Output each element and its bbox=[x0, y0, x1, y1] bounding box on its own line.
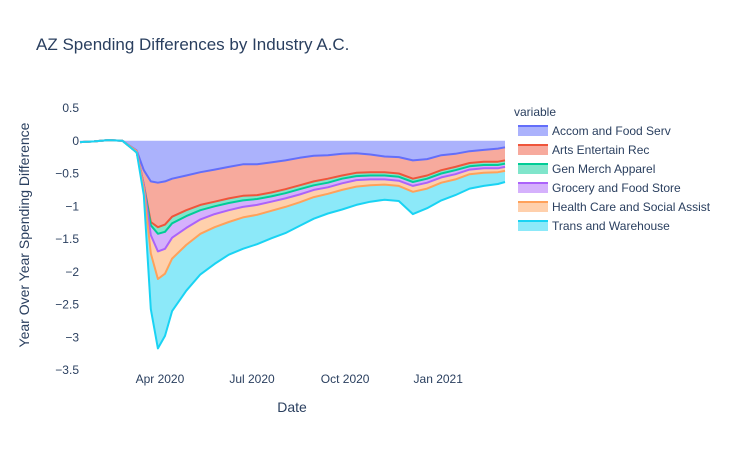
y-tick-label: −2.5 bbox=[55, 298, 79, 312]
area-trans-and-warehouse bbox=[80, 140, 505, 349]
x-axis-ticks: Apr 2020 Jul 2020 Oct 2020 Jan 2021 bbox=[136, 372, 464, 386]
line-grocery-and-food-store bbox=[79, 139, 506, 253]
y-tick-label: 0 bbox=[72, 134, 79, 148]
y-axis-label: Year Over Year Spending Difference bbox=[16, 122, 32, 347]
x-tick-label: Oct 2020 bbox=[321, 372, 370, 386]
x-tick-label: Apr 2020 bbox=[136, 372, 185, 386]
y-tick-label: −1.5 bbox=[55, 232, 79, 246]
legend-swatch-trans-and-warehouse bbox=[518, 221, 548, 231]
area-arts-entertain-rec bbox=[80, 140, 505, 228]
x-tick-label: Jan 2021 bbox=[414, 372, 464, 386]
legend-swatch-health-care-and-social-assist bbox=[518, 202, 548, 212]
y-tick-label: −0.5 bbox=[55, 167, 79, 181]
legend-title: variable bbox=[514, 105, 556, 119]
legend-item-grocery-and-food-store[interactable]: Grocery and Food Store bbox=[552, 181, 681, 195]
area-accom-and-food-serv bbox=[80, 140, 505, 183]
x-tick-label: Jul 2020 bbox=[229, 372, 275, 386]
y-tick-label: 0.5 bbox=[62, 101, 79, 115]
y-tick-label: −2 bbox=[65, 265, 79, 279]
line-accom-and-food-serv bbox=[79, 139, 506, 184]
line-trans-and-warehouse bbox=[79, 139, 506, 350]
legend-item-trans-and-warehouse[interactable]: Trans and Warehouse bbox=[552, 219, 670, 233]
legend-swatch-gen-merch-apparel bbox=[518, 164, 548, 174]
legend-item-accom-and-food-serv[interactable]: Accom and Food Serv bbox=[552, 124, 671, 138]
line-health-care-and-social-assist bbox=[79, 139, 506, 280]
x-axis-label: Date bbox=[277, 399, 307, 415]
y-tick-label: −1 bbox=[65, 199, 79, 213]
legend: variable Accom and Food Serv Arts Enterta… bbox=[514, 105, 711, 233]
legend-item-gen-merch-apparel[interactable]: Gen Merch Apparel bbox=[552, 162, 655, 176]
series-lines bbox=[79, 139, 506, 350]
legend-item-arts-entertain-rec[interactable]: Arts Entertain Rec bbox=[552, 143, 649, 157]
y-tick-label: −3.5 bbox=[55, 363, 79, 377]
legend-item-health-care-and-social-assist[interactable]: Health Care and Social Assist bbox=[552, 200, 711, 214]
y-tick-label: −3 bbox=[65, 330, 79, 344]
legend-swatch-arts-entertain-rec bbox=[518, 145, 548, 155]
chart-title: AZ Spending Differences by Industry A.C. bbox=[36, 35, 349, 54]
legend-swatch-grocery-and-food-store bbox=[518, 183, 548, 193]
y-axis-ticks: 0.5 0 −0.5 −1 −1.5 −2 −2.5 −3 −3.5 bbox=[55, 101, 79, 377]
legend-swatch-accom-and-food-serv bbox=[518, 126, 548, 136]
